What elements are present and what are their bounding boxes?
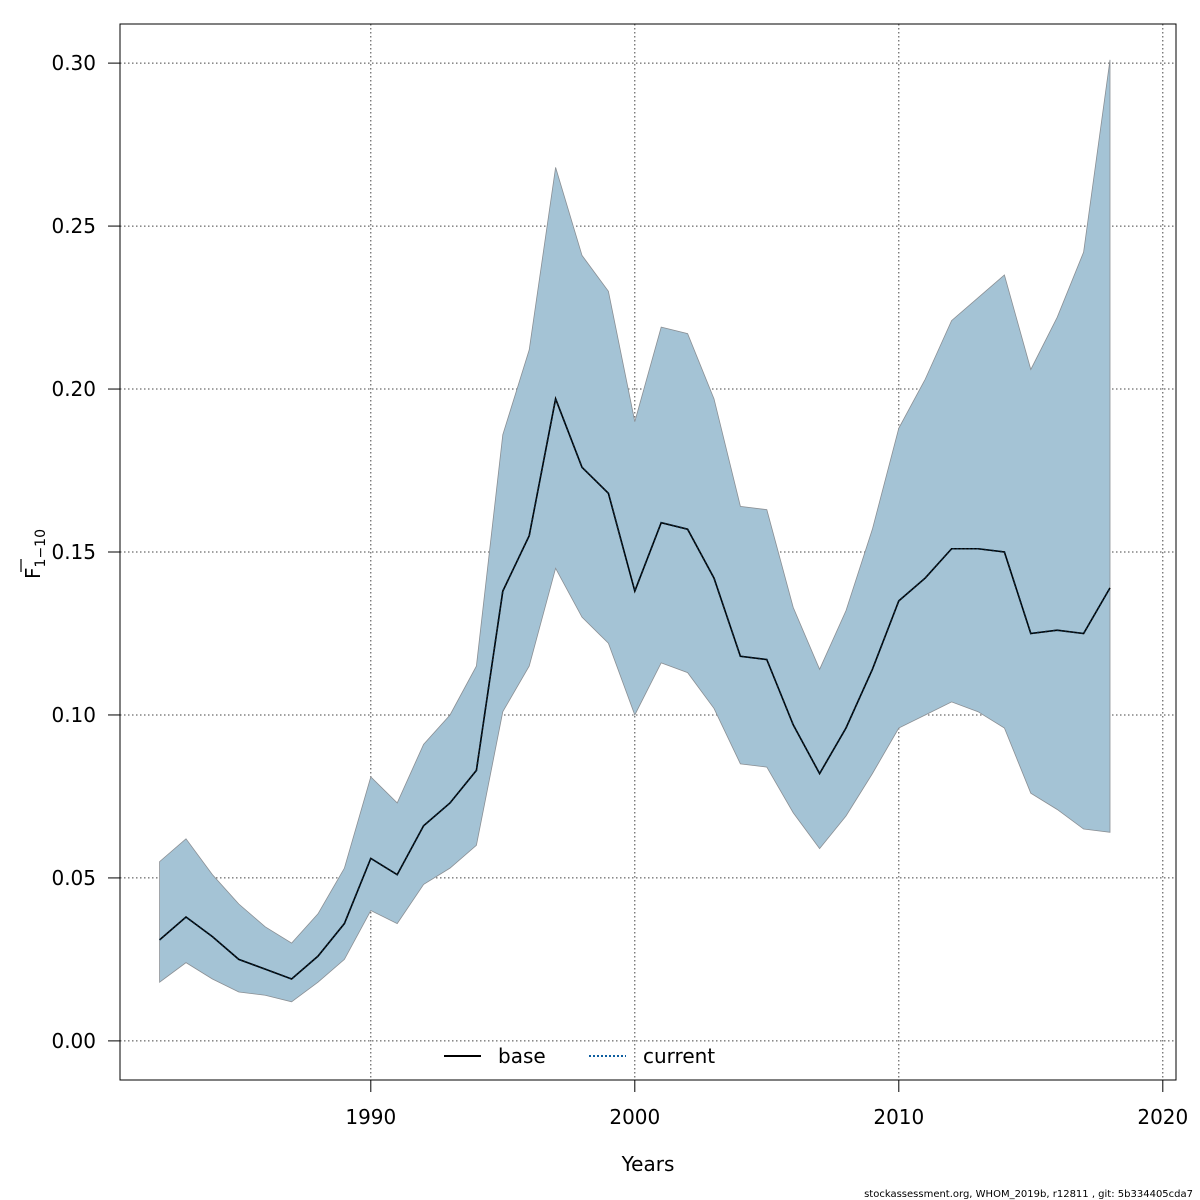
y-tick-label-2: 0.10 (51, 703, 96, 727)
legend: base current (444, 1044, 715, 1068)
y-tick-label-4: 0.20 (51, 377, 96, 401)
x-axis-title: Years (621, 1152, 675, 1176)
x-tick-label-1: 2000 (609, 1105, 660, 1129)
y-tick-label-3: 0.15 (51, 540, 96, 564)
svg-text:F1−10: F1−10 (21, 529, 49, 579)
confidence-band-area (159, 59, 1111, 1003)
series-line-current-core (159, 396, 1111, 980)
confidence-band (159, 59, 1111, 1003)
y-tick-label-0: 0.00 (51, 1029, 96, 1053)
legend-label-current: current (643, 1044, 715, 1068)
y-tick-label-1: 0.05 (51, 866, 96, 890)
x-axis: 1990 2000 2010 2020 (345, 1080, 1188, 1129)
y-tick-label-6: 0.30 (51, 51, 96, 75)
series-lines (159, 395, 1111, 980)
x-tick-label-3: 2020 (1137, 1105, 1188, 1129)
x-tick-label-2: 2010 (873, 1105, 924, 1129)
y-tick-label-5: 0.25 (51, 214, 96, 238)
y-axis-title-main: F (21, 567, 45, 579)
x-tick-label-0: 1990 (345, 1105, 396, 1129)
y-axis-title-subscript: 1−10 (33, 529, 49, 567)
legend-label-base: base (498, 1044, 546, 1068)
footer-note: stockassessment.org, WHOM_2019b, r12811 … (864, 1189, 1193, 1200)
y-axis: 0.00 0.05 0.10 0.15 0.20 0.25 0.30 (51, 51, 120, 1053)
y-axis-title: F1−10 (20, 529, 49, 579)
